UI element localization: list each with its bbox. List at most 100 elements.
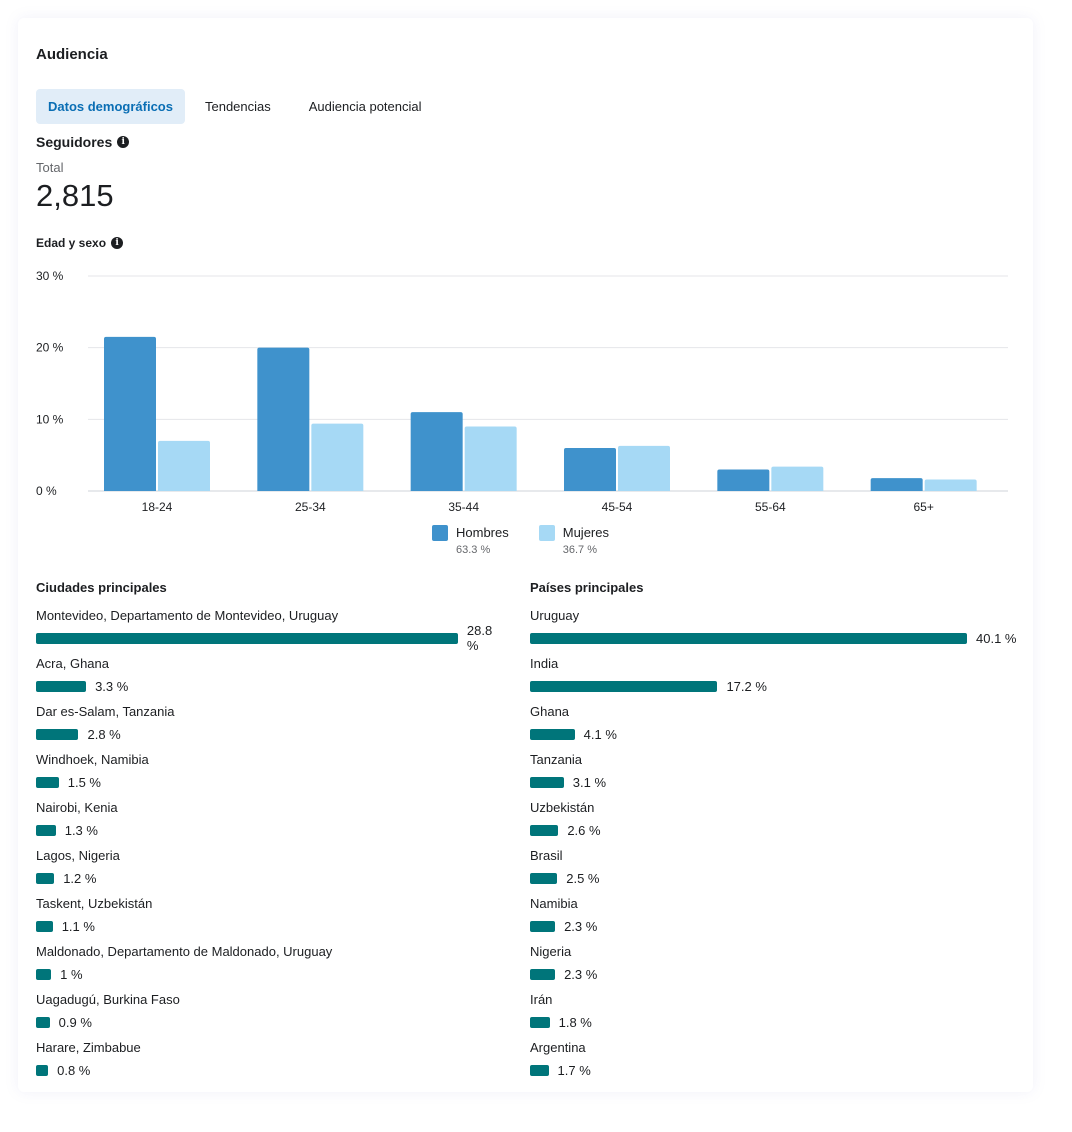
bar-women-55-64[interactable] <box>771 466 824 491</box>
city-bar-line: 28.8 % <box>36 623 506 653</box>
bar-women-18-24[interactable] <box>158 440 210 491</box>
legend-name: Mujeres <box>562 525 609 540</box>
city-bar-line: 1.3 % <box>36 819 506 841</box>
city-row: Taskent, Uzbekistán 1.1 % <box>36 895 506 943</box>
x-tick-label: 45-54 <box>602 500 633 514</box>
tab-potential-audience[interactable]: Audiencia potencial <box>308 99 422 114</box>
country-label: India <box>530 656 559 671</box>
city-row: Uagadugú, Burkina Faso 0.9 % <box>36 991 506 1039</box>
bar-women-45-54[interactable] <box>618 445 670 491</box>
city-row: Dar es-Salam, Tanzania 2.8 % <box>36 703 506 751</box>
country-bar-line: 17.2 % <box>530 675 1020 697</box>
city-bar <box>36 872 55 884</box>
top-cities: Ciudades principales Montevideo, Departa… <box>36 578 506 1087</box>
y-tick-label: 20 % <box>36 341 64 355</box>
tab-trends[interactable]: Tendencias <box>204 99 271 114</box>
city-bar <box>36 920 53 932</box>
country-label: Brasil <box>530 848 563 863</box>
tab-demographics[interactable]: Datos demográficos <box>36 89 185 124</box>
country-bar <box>530 728 575 740</box>
country-label: Tanzania <box>530 752 583 767</box>
x-tick-label: 18-24 <box>142 500 173 514</box>
city-percentage: 0.9 % <box>58 1014 92 1030</box>
city-bar-line: 0.8 % <box>36 1059 506 1081</box>
x-tick-label: 55-64 <box>755 500 786 514</box>
info-icon[interactable]: i <box>111 237 124 249</box>
bar-women-35-44[interactable] <box>464 426 517 492</box>
chart-legend: Hombres 63.3 % Mujeres 36.7 % <box>432 525 639 556</box>
city-bar-line: 1.2 % <box>36 867 506 889</box>
country-bar <box>530 776 564 788</box>
city-bar-line: 1.1 % <box>36 915 506 937</box>
legend-swatch-women <box>538 525 555 541</box>
city-bar-line: 1.5 % <box>36 771 506 793</box>
country-row: Uzbekistán 2.6 % <box>530 799 1020 847</box>
bar-men-55-64[interactable] <box>717 469 770 492</box>
country-row: Ghana 4.1 % <box>530 703 1020 751</box>
city-label: Uagadugú, Burkina Faso <box>36 992 180 1007</box>
city-bar-line: 0.9 % <box>36 1011 506 1033</box>
bar-men-18-24[interactable] <box>104 336 156 491</box>
country-percentage: 4.1 % <box>583 726 617 742</box>
country-label: Irán <box>530 992 553 1007</box>
country-percentage: 2.3 % <box>564 966 598 982</box>
country-percentage: 1.7 % <box>557 1062 591 1078</box>
bar-men-25-34[interactable] <box>257 347 310 491</box>
bar-women-25-34[interactable] <box>311 423 364 491</box>
city-bar <box>36 968 52 980</box>
country-bar-line: 4.1 % <box>530 723 1020 745</box>
country-label: Ghana <box>530 704 570 719</box>
followers-title: Seguidores <box>36 134 113 150</box>
city-bar <box>36 728 79 740</box>
country-row: Tanzania 3.1 % <box>530 751 1020 799</box>
city-bar <box>36 1016 50 1028</box>
city-row: Windhoek, Namibia 1.5 % <box>36 751 506 799</box>
city-percentage: 3.3 % <box>95 678 129 694</box>
country-bar <box>530 1064 549 1076</box>
y-tick-label: 0 % <box>36 484 57 498</box>
country-label: Uruguay <box>530 608 580 623</box>
age-gender-heading: Edad y sexo i <box>36 236 124 250</box>
country-bar-line: 2.6 % <box>530 819 1020 841</box>
city-bar <box>36 1064 49 1076</box>
city-percentage: 1.5 % <box>67 774 101 790</box>
legend-swatch-men <box>432 525 448 541</box>
bar-women-65+[interactable] <box>924 479 977 491</box>
city-label: Harare, Zimbabue <box>36 1040 141 1055</box>
bar-men-45-54[interactable] <box>564 448 616 491</box>
age-gender-chart: 0 % 10 % 20 % 30 % 18-24 25-34 35-44 45-54 55-64… <box>36 269 1008 514</box>
country-bar-line: 1.7 % <box>530 1059 1020 1081</box>
country-bar-line: 1.8 % <box>530 1011 1020 1033</box>
country-bar <box>530 824 559 836</box>
legend-name: Hombres <box>456 525 509 540</box>
total-value: 2,815 <box>36 178 114 213</box>
city-percentage: 2.8 % <box>87 726 121 742</box>
country-percentage: 17.2 % <box>726 678 767 694</box>
country-bar-line: 2.5 % <box>530 867 1020 889</box>
country-bar <box>530 680 718 692</box>
city-row: Lagos, Nigeria 1.2 % <box>36 847 506 895</box>
city-row: Montevideo, Departamento de Montevideo, … <box>36 607 506 655</box>
legend-item-men: Hombres 63.3 % <box>432 525 509 556</box>
bar-men-35-44[interactable] <box>410 412 463 491</box>
info-icon[interactable]: i <box>117 136 130 148</box>
bar-men-65+[interactable] <box>870 478 923 491</box>
legend-share: 63.3 % <box>456 544 491 556</box>
city-bar <box>36 680 87 692</box>
x-tick-label: 25-34 <box>295 500 326 514</box>
city-percentage: 1.2 % <box>63 870 97 886</box>
city-bar <box>36 776 59 788</box>
country-label: Namibia <box>530 896 578 911</box>
x-tick-label: 35-44 <box>448 500 479 514</box>
city-label: Lagos, Nigeria <box>36 848 120 863</box>
city-label: Taskent, Uzbekistán <box>36 896 153 911</box>
city-label: Acra, Ghana <box>36 656 109 671</box>
tab-bar: Datos demográficos Tendencias Audiencia … <box>36 89 442 124</box>
city-row: Harare, Zimbabue 0.8 % <box>36 1039 506 1087</box>
city-percentage: 1.1 % <box>61 918 95 934</box>
city-percentage: 1 % <box>60 966 83 982</box>
followers-heading: Seguidores i <box>36 134 130 150</box>
city-label: Montevideo, Departamento de Montevideo, … <box>36 608 339 623</box>
city-label: Dar es-Salam, Tanzania <box>36 704 175 719</box>
country-bar-line: 2.3 % <box>530 963 1020 985</box>
